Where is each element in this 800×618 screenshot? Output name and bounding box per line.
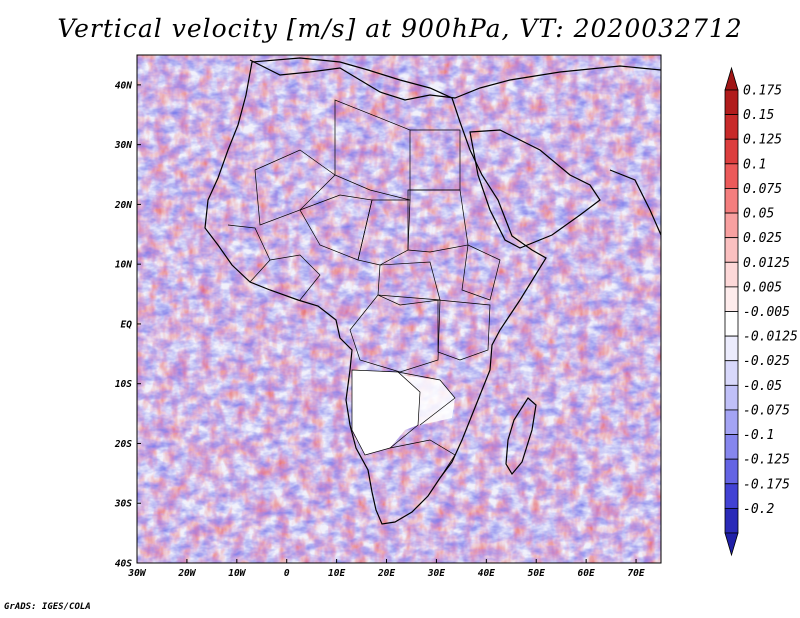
colorbar-swatch: [724, 163, 739, 189]
country-border: [357, 199, 411, 266]
colorbar-swatch: [724, 89, 739, 116]
lon-tick-label: 10E: [328, 568, 345, 579]
colorbar-swatch: [724, 237, 739, 263]
lat-tick-label: 10S: [115, 379, 132, 390]
colorbar-label: 0.15: [743, 108, 774, 123]
colorbar-label: -0.175: [743, 477, 790, 492]
colorbar-label: -0.0125: [743, 330, 798, 345]
colorbar-swatch: [724, 138, 739, 165]
lat-tick-label: 30S: [114, 499, 132, 510]
colorbar-swatch: [724, 409, 739, 435]
colorbar-label: 0.0125: [743, 256, 790, 271]
colorbar-swatch: [724, 458, 739, 485]
colorbar-label: -0.025: [743, 354, 790, 369]
colorbar-swatch: [724, 311, 739, 337]
colorbar-label: 0.075: [743, 182, 782, 197]
colorbar-swatch: [724, 360, 739, 386]
country-border: [461, 244, 501, 301]
axis-ticks: 30W 20W 10W 0 10E 20E 30E 40E 50E 60E 70E 40N 30N 20N…: [114, 80, 645, 579]
map-figure: 30W 20W 10W 0 10E 20E 30E 40E 50E 60E 70E 40N 30N 20N…: [114, 54, 798, 579]
lon-tick-label: 30E: [427, 568, 445, 579]
colorbar: 0.175 0.15 0.125 0.1 0.075 0.05 0.025 0.0125 0.0…: [724, 66, 798, 557]
lon-tick-label: 30W: [127, 568, 146, 579]
lon-tick-label: 10W: [228, 568, 246, 579]
footer-credit: GrADS: IGES/COLA: [4, 602, 91, 612]
lon-tick-label: 50E: [528, 568, 545, 579]
lat-tick-label: EQ: [121, 319, 133, 330]
colorbar-label: 0.05: [743, 207, 774, 222]
lon-tick-label: 20E: [377, 568, 395, 579]
colorbar-swatch: [724, 188, 739, 214]
country-border: [377, 261, 441, 306]
chart-title: Vertical velocity [m/s] at 900hPa, VT: 2…: [57, 14, 743, 43]
colorbar-label: -0.005: [743, 305, 790, 320]
colorbar-swatch: [724, 261, 739, 288]
lat-tick-label: 20N: [114, 200, 132, 211]
colorbar-swatch: [724, 384, 739, 411]
arabia-coastline: [469, 129, 601, 249]
colorbar-swatch: [724, 483, 739, 509]
colorbar-over-arrow: [724, 66, 739, 91]
lat-tick-label: 30N: [114, 140, 132, 151]
country-border: [351, 369, 421, 456]
colorbar-label: -0.1: [743, 428, 774, 443]
africa-coastline: [204, 57, 547, 525]
country-border: [407, 189, 469, 253]
country-border: [437, 299, 491, 361]
calm-region: [398, 375, 455, 425]
country-border: [269, 254, 321, 301]
lon-tick-label: 60E: [578, 568, 595, 579]
coastlines: [204, 57, 661, 525]
colorbar-swatch: [724, 212, 739, 239]
country-borders: [227, 99, 501, 479]
colorbar-swatch: [724, 114, 739, 140]
country-border: [254, 149, 336, 226]
lat-tick-label: 20S: [114, 439, 132, 450]
europe-coastline: [249, 59, 661, 101]
colorbar-label: 0.125: [743, 133, 782, 148]
country-border: [334, 99, 411, 201]
lon-tick-label: 70E: [627, 568, 644, 579]
colorbar-label: -0.125: [743, 453, 790, 468]
velocity-field: [137, 55, 661, 563]
colorbar-label: -0.05: [743, 379, 782, 394]
colorbar-swatch: [724, 434, 739, 460]
colorbar-label: 0.1: [743, 157, 766, 172]
colorbar-label: 0.175: [743, 84, 782, 99]
country-border: [397, 371, 456, 426]
colorbar-swatch: [724, 286, 739, 312]
colorbar-label: -0.075: [743, 403, 790, 418]
india-coastline: [609, 169, 661, 236]
country-border: [227, 224, 271, 283]
colorbar-swatch: [724, 335, 739, 362]
colorbar-under-arrow: [724, 532, 739, 557]
lat-tick-label: 40N: [115, 80, 132, 91]
colorbar-label: -0.2: [743, 502, 774, 517]
lat-tick-label: 40S: [115, 559, 132, 570]
madagascar-coastline: [505, 397, 537, 476]
map-frame: [136, 54, 662, 564]
lon-tick-label: 0: [284, 568, 290, 579]
lat-tick-label: 10N: [115, 260, 132, 271]
colorbar-label: 0.025: [743, 231, 782, 246]
lon-tick-label: 40E: [478, 568, 495, 579]
lon-tick-label: 20W: [177, 568, 196, 579]
country-border: [389, 439, 456, 479]
colorbar-swatch: [724, 507, 739, 534]
colorbar-label: 0.005: [743, 280, 782, 295]
